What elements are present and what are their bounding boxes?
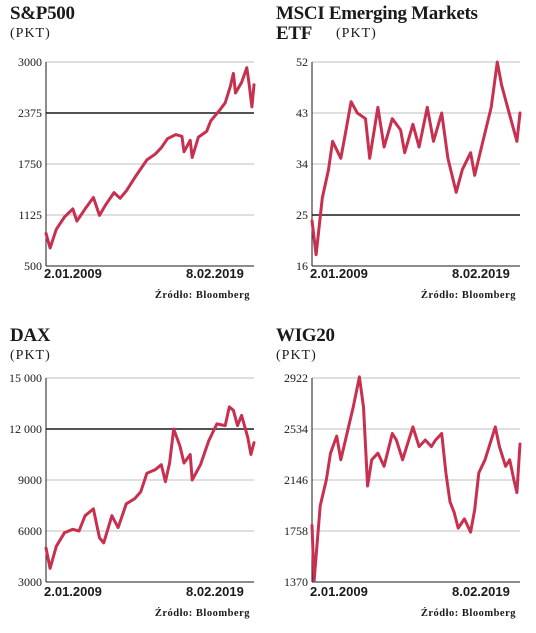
y-tick-label: 25 xyxy=(296,208,308,222)
y-tick-label: 500 xyxy=(24,259,42,272)
x-start-label: 2.01.2009 xyxy=(44,584,102,599)
y-tick-label: 12 000 xyxy=(10,422,42,436)
y-tick-label: 3000 xyxy=(18,56,42,69)
y-tick-label: 6000 xyxy=(18,524,42,538)
series-line xyxy=(310,375,522,583)
chart-title: MSCI Emerging Markets ETF xyxy=(276,3,478,44)
chart-plot: 500 1125 1750 2375 3000 xyxy=(18,56,256,272)
chart-panel-wig20: WIG20 (PKT) 1370 1758 2146 2534 2922 2.01.20… xyxy=(276,326,526,626)
source-note: Źródło: Bloomberg xyxy=(154,290,250,301)
x-start-label: 2.01.2009 xyxy=(310,266,368,281)
chart-plot: 16 25 34 43 52 xyxy=(296,56,522,272)
chart-title: S&P500 xyxy=(10,3,75,24)
chart-title: DAX xyxy=(10,325,51,346)
y-tick-label: 1750 xyxy=(18,157,42,171)
series-line xyxy=(44,405,256,570)
x-start-label: 2.01.2009 xyxy=(44,266,102,281)
y-tick-label: 43 xyxy=(296,106,308,120)
chart-plot: 1370 1758 2146 2534 2922 xyxy=(284,372,522,588)
x-end-label: 8.02.2019 xyxy=(186,584,244,599)
chart-title: WIG20 xyxy=(276,325,335,346)
chart-unit: (PKT) xyxy=(10,26,51,41)
y-tick-label: 1370 xyxy=(284,575,308,588)
series-line xyxy=(44,66,256,250)
x-end-label: 8.02.2019 xyxy=(186,266,244,281)
chart-panel-msci: MSCI Emerging Markets ETF (PKT) 16 25 34 43… xyxy=(276,4,526,304)
chart-panel-sp500: S&P500 (PKT) 500 1125 1750 2375 3000 2.01.20… xyxy=(10,4,260,304)
y-tick-label: 1125 xyxy=(18,208,42,222)
source-note: Źródło: Bloomberg xyxy=(420,608,516,619)
y-tick-label: 15 000 xyxy=(10,372,42,385)
y-tick-label: 2375 xyxy=(18,106,42,120)
source-note: Źródło: Bloomberg xyxy=(154,608,250,619)
y-tick-label: 2146 xyxy=(284,473,308,487)
x-end-label: 8.02.2019 xyxy=(452,266,510,281)
x-start-label: 2.01.2009 xyxy=(310,584,368,599)
y-tick-label: 3000 xyxy=(18,575,42,588)
y-tick-label: 16 xyxy=(296,259,308,272)
chart-unit: (PKT) xyxy=(10,348,51,363)
chart-unit: (PKT) xyxy=(276,348,317,363)
series-line xyxy=(310,60,522,257)
y-tick-label: 1758 xyxy=(284,524,308,538)
chart-panel-dax: DAX (PKT) 3000 6000 9000 12 000 15 000 2.01.… xyxy=(10,326,260,626)
x-end-label: 8.02.2019 xyxy=(452,584,510,599)
chart-unit: (PKT) xyxy=(336,26,377,41)
y-tick-label: 34 xyxy=(296,157,308,171)
chart-plot: 3000 6000 9000 12 000 15 000 xyxy=(10,372,256,588)
y-tick-label: 9000 xyxy=(18,473,42,487)
y-tick-label: 52 xyxy=(296,56,308,69)
y-tick-label: 2534 xyxy=(284,422,308,436)
y-tick-label: 2922 xyxy=(284,372,308,385)
source-note: Źródło: Bloomberg xyxy=(420,290,516,301)
